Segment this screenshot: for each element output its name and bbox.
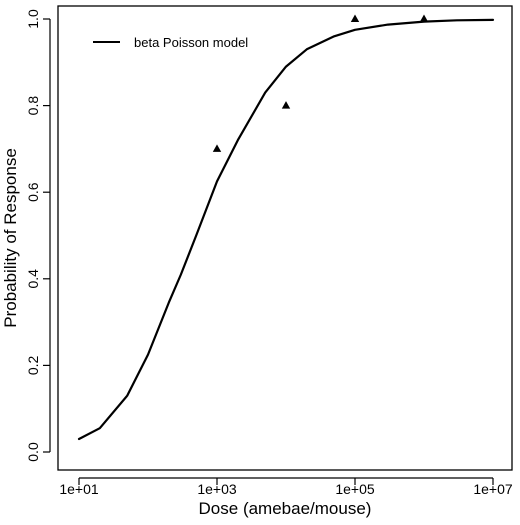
observed-point [212, 144, 222, 152]
x-axis: 1e+01 1e+03 1e+05 1e+07 [59, 477, 513, 497]
observed-point [419, 14, 429, 22]
y-tick-label: 1.0 [25, 9, 41, 29]
y-axis: 0.0 0.2 0.4 0.6 0.8 1.0 [25, 9, 51, 462]
model-curve [77, 18, 495, 441]
x-tick-label: 1e+05 [335, 481, 375, 497]
y-axis-label: Probability of Response [1, 148, 20, 328]
legend: beta Poisson model [93, 35, 248, 50]
observed-point [350, 14, 360, 22]
y-tick-label: 0.4 [25, 269, 41, 289]
y-tick-label: 0.8 [25, 96, 41, 116]
x-tick-label: 1e+01 [59, 481, 99, 497]
series-layer [77, 14, 495, 441]
y-tick-label: 0.6 [25, 182, 41, 202]
x-axis-label: Dose (amebae/mouse) [199, 499, 372, 518]
y-tick-label: 0.0 [25, 442, 41, 462]
observed-point [281, 101, 291, 109]
x-tick-label: 1e+03 [197, 481, 237, 497]
legend-label: beta Poisson model [134, 35, 248, 50]
plot-frame [57, 5, 513, 471]
y-tick-label: 0.2 [25, 355, 41, 375]
x-tick-label: 1e+07 [473, 481, 513, 497]
